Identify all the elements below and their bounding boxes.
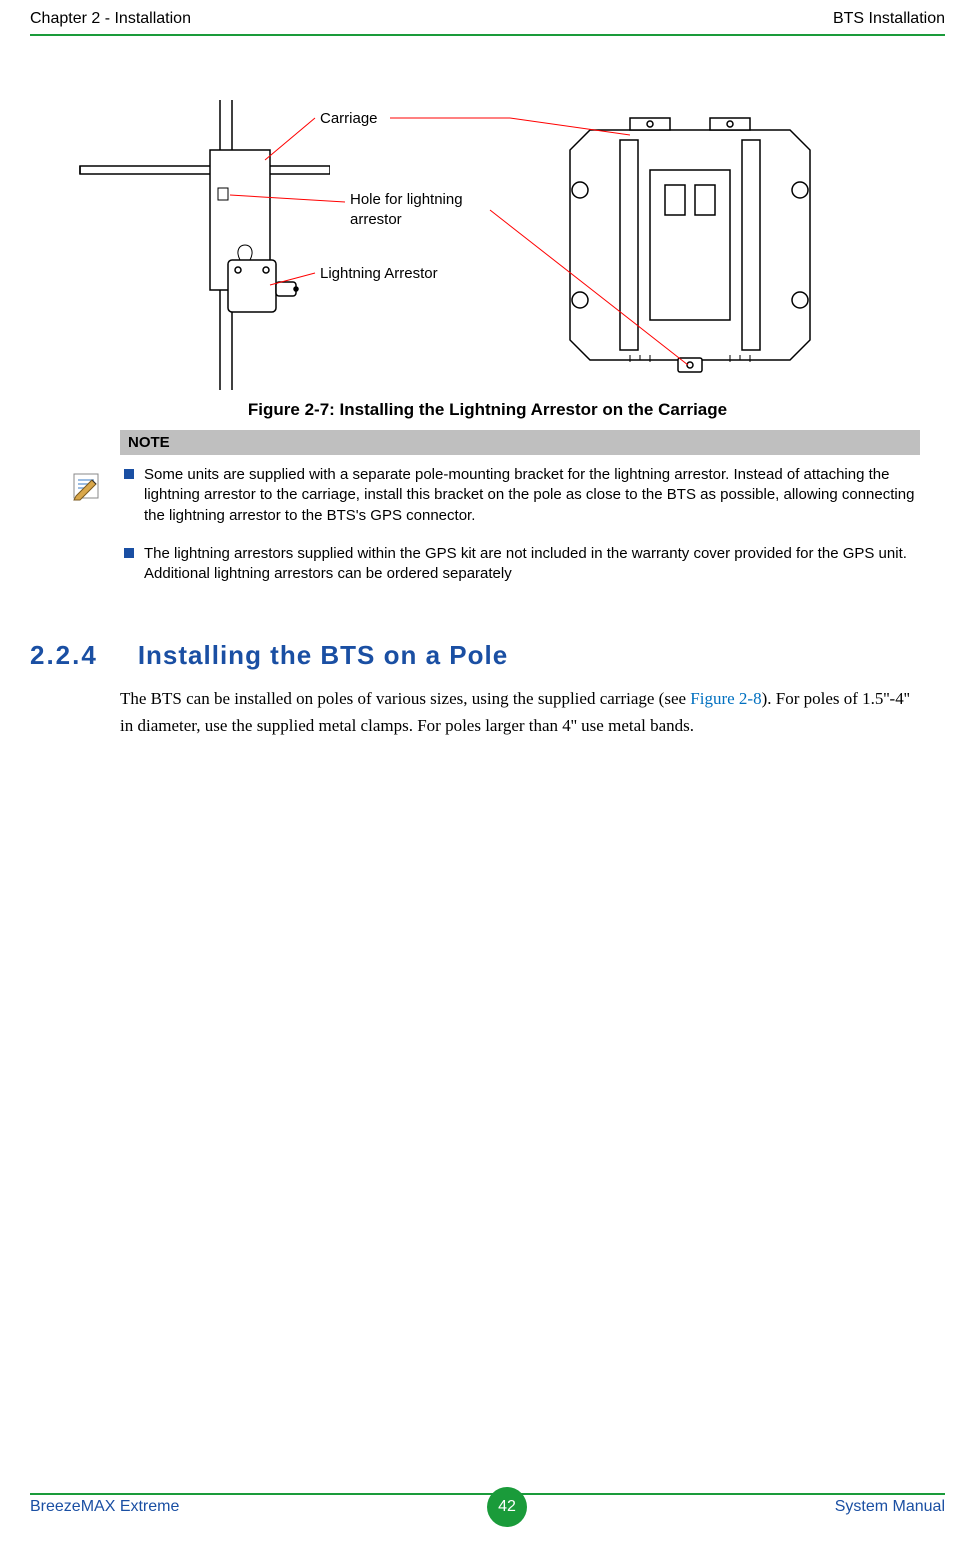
page-number-badge: 42 (487, 1487, 527, 1527)
square-bullet-icon (124, 548, 134, 558)
figure-caption-text: Figure 2-7: Installing the Lightning Arr… (248, 400, 727, 419)
header-left: Chapter 2 - Installation (30, 10, 191, 28)
callout-lines (70, 90, 910, 390)
note-item: Some units are supplied with a separate … (120, 465, 920, 526)
page-footer: BreezeMAX Extreme 42 System Manual (30, 1487, 945, 1527)
section-title: Installing the BTS on a Pole (138, 640, 508, 671)
header-rule (30, 34, 945, 36)
section-body: The BTS can be installed on poles of var… (120, 685, 920, 739)
section-number: 2.2.4 (30, 640, 98, 671)
note-item-text: The lightning arrestors supplied within … (144, 544, 920, 585)
figure-area: Carriage Hole for lightning arrestor Lig… (70, 90, 910, 390)
note-item-text: Some units are supplied with a separate … (144, 465, 920, 526)
footer-left: BreezeMAX Extreme (30, 1498, 179, 1516)
note-block: NOTE Some units are supplied with a sepa… (120, 430, 920, 602)
page-container: Chapter 2 - Installation BTS Installatio… (0, 0, 975, 1545)
header-right: BTS Installation (833, 10, 945, 28)
note-header: NOTE (120, 430, 920, 455)
footer-right: System Manual (835, 1498, 945, 1516)
note-body: Some units are supplied with a separate … (120, 455, 920, 584)
square-bullet-icon (124, 469, 134, 479)
body-text-pre: The BTS can be installed on poles of var… (120, 689, 690, 708)
note-item: The lightning arrestors supplied within … (120, 544, 920, 585)
page-number: 42 (498, 1498, 516, 1516)
note-icon (70, 470, 102, 502)
page-header: Chapter 2 - Installation BTS Installatio… (30, 10, 945, 28)
section-heading: 2.2.4 Installing the BTS on a Pole (30, 640, 508, 671)
figure-crossref-link[interactable]: Figure 2-8 (690, 689, 761, 708)
figure-caption: Figure 2-7: Installing the Lightning Arr… (0, 400, 975, 420)
